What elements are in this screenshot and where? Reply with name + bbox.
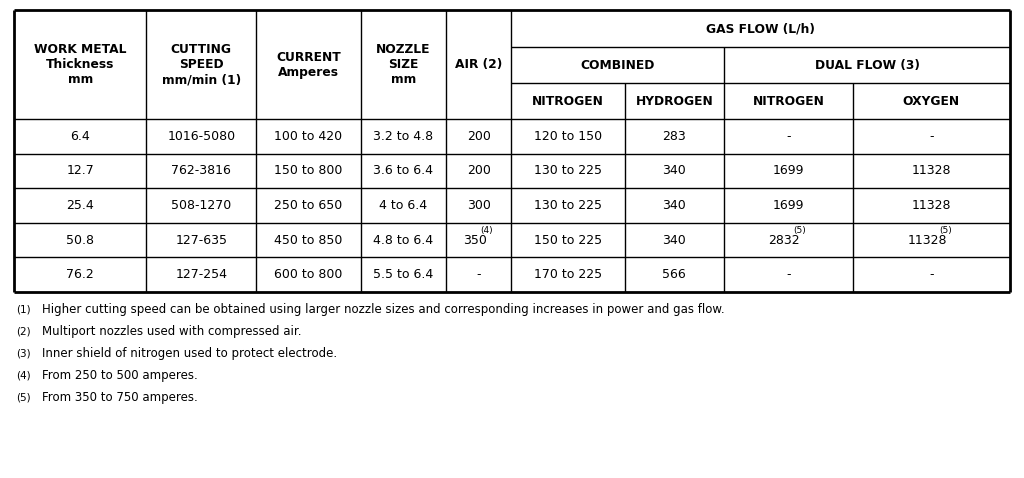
Text: (5): (5) [794, 226, 806, 235]
Text: HYDROGEN: HYDROGEN [636, 95, 714, 108]
Text: From 250 to 500 amperes.: From 250 to 500 amperes. [42, 369, 198, 382]
Text: 566: 566 [663, 268, 686, 281]
Text: 1016-5080: 1016-5080 [167, 130, 236, 143]
Text: WORK METAL
Thickness
mm: WORK METAL Thickness mm [34, 43, 127, 86]
Text: 3.6 to 6.4: 3.6 to 6.4 [374, 164, 433, 177]
Text: 300: 300 [467, 199, 490, 212]
Text: NITROGEN: NITROGEN [753, 95, 824, 108]
Text: 450 to 850: 450 to 850 [274, 234, 342, 247]
Text: 11328: 11328 [907, 234, 947, 247]
Text: 508-1270: 508-1270 [171, 199, 231, 212]
Text: 5.5 to 6.4: 5.5 to 6.4 [374, 268, 433, 281]
Text: (4): (4) [480, 226, 494, 235]
Text: 1699: 1699 [773, 199, 804, 212]
Text: 1699: 1699 [773, 164, 804, 177]
Text: (4): (4) [16, 371, 31, 381]
Text: NOZZLE
SIZE
mm: NOZZLE SIZE mm [376, 43, 431, 86]
Text: 130 to 225: 130 to 225 [534, 164, 602, 177]
Text: Inner shield of nitrogen used to protect electrode.: Inner shield of nitrogen used to protect… [42, 348, 337, 360]
Text: COMBINED: COMBINED [581, 58, 654, 72]
Text: 130 to 225: 130 to 225 [534, 199, 602, 212]
Text: (5): (5) [939, 226, 951, 235]
Text: 127-254: 127-254 [175, 268, 227, 281]
Text: 76.2: 76.2 [67, 268, 94, 281]
Text: 11328: 11328 [911, 164, 951, 177]
Text: From 350 to 750 amperes.: From 350 to 750 amperes. [42, 391, 198, 404]
Text: 12.7: 12.7 [67, 164, 94, 177]
Text: -: - [929, 268, 934, 281]
Text: -: - [786, 130, 791, 143]
Text: (1): (1) [16, 305, 31, 315]
Text: DUAL FLOW (3): DUAL FLOW (3) [815, 58, 920, 72]
Text: GAS FLOW (L/h): GAS FLOW (L/h) [707, 22, 815, 35]
Text: 2832: 2832 [769, 234, 800, 247]
Text: -: - [476, 268, 481, 281]
Text: 3.2 to 4.8: 3.2 to 4.8 [374, 130, 433, 143]
Text: -: - [786, 268, 791, 281]
Text: 11328: 11328 [911, 199, 951, 212]
Text: 50.8: 50.8 [67, 234, 94, 247]
Text: 340: 340 [663, 164, 686, 177]
Text: 250 to 650: 250 to 650 [274, 199, 342, 212]
Text: (3): (3) [16, 349, 31, 359]
Text: (2): (2) [16, 327, 31, 337]
Text: 170 to 225: 170 to 225 [534, 268, 602, 281]
Text: (5): (5) [16, 393, 31, 403]
Text: CURRENT
Amperes: CURRENT Amperes [275, 51, 341, 78]
Text: 350: 350 [463, 234, 486, 247]
Text: 200: 200 [467, 130, 490, 143]
Text: NITROGEN: NITROGEN [531, 95, 604, 108]
Text: 4 to 6.4: 4 to 6.4 [379, 199, 427, 212]
Text: AIR (2): AIR (2) [455, 58, 502, 71]
Text: 127-635: 127-635 [175, 234, 227, 247]
Text: 600 to 800: 600 to 800 [274, 268, 342, 281]
Text: 100 to 420: 100 to 420 [274, 130, 342, 143]
Text: 340: 340 [663, 199, 686, 212]
Text: 340: 340 [663, 234, 686, 247]
Text: 120 to 150: 120 to 150 [534, 130, 602, 143]
Text: 150 to 800: 150 to 800 [274, 164, 342, 177]
Text: Multiport nozzles used with compressed air.: Multiport nozzles used with compressed a… [42, 326, 301, 338]
Text: OXYGEN: OXYGEN [903, 95, 959, 108]
Text: 200: 200 [467, 164, 490, 177]
Text: 6.4: 6.4 [71, 130, 90, 143]
Text: 150 to 225: 150 to 225 [534, 234, 602, 247]
Text: 4.8 to 6.4: 4.8 to 6.4 [374, 234, 433, 247]
Text: 25.4: 25.4 [67, 199, 94, 212]
Text: Higher cutting speed can be obtained using larger nozzle sizes and corresponding: Higher cutting speed can be obtained usi… [42, 304, 725, 316]
Text: -: - [929, 130, 934, 143]
Text: 283: 283 [663, 130, 686, 143]
Text: 762-3816: 762-3816 [171, 164, 231, 177]
Text: CUTTING
SPEED
mm/min (1): CUTTING SPEED mm/min (1) [162, 43, 241, 86]
